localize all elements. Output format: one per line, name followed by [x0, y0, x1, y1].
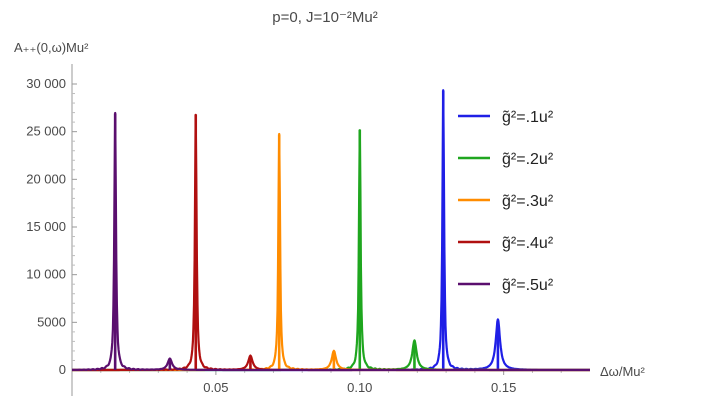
x-axis-label: Δω/Mu²	[600, 364, 646, 379]
y-tick-label: 20 000	[26, 171, 66, 186]
series-line	[71, 89, 591, 372]
y-tick-label: 5000	[37, 314, 66, 329]
legend-label: g̃²=.4u²	[502, 235, 554, 252]
axes: 0 5000 10 000 15 000 20 000 25 000 30 000 0.05 0…	[26, 64, 590, 396]
legend-label: g̃²=.3u²	[502, 193, 554, 210]
legend-label: g̃²=.2u²	[502, 151, 554, 168]
series-line	[71, 132, 591, 372]
x-tick-label: 0.15	[491, 380, 516, 395]
y-tick-label: 10 000	[26, 267, 66, 282]
series-line	[71, 111, 591, 372]
legend-label: g̃²=.5u²	[502, 277, 554, 294]
y-tick-label: 0	[59, 362, 66, 377]
chart-title: p=0, J=10⁻²Mu²	[272, 9, 377, 26]
series-lines	[71, 89, 591, 372]
legend-label: g̃²=.1u²	[502, 109, 554, 126]
legend: g̃²=.1u² g̃²=.2u² g̃²=.3u² g̃²=.4u² g̃²=.5u²	[458, 109, 554, 294]
y-axis-label: A₊₊(0,ω)Mu²	[14, 40, 89, 55]
y-tick-label: 15 000	[26, 219, 66, 234]
x-tick-label: 0.05	[203, 380, 228, 395]
x-tick-label: 0.10	[347, 380, 372, 395]
y-tick-label: 30 000	[26, 76, 66, 91]
y-tick-label: 25 000	[26, 124, 66, 139]
